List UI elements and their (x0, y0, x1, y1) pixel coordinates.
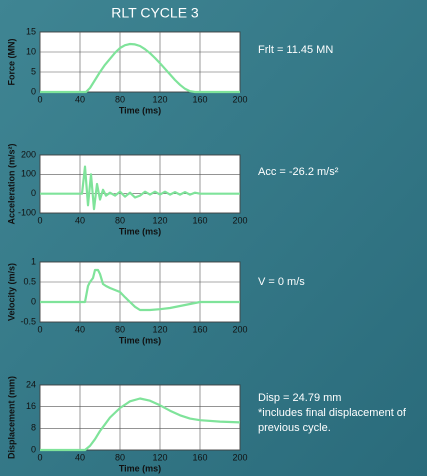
y-tick-label: 24 (26, 379, 36, 389)
y-tick-label: 0 (31, 296, 36, 306)
annotation: Acc = -26.2 m/s² (258, 166, 339, 178)
y-axis-label: Force (MN) (6, 38, 16, 85)
y-axis-label: Displacement (mm) (6, 376, 16, 459)
x-axis-label: Time (ms) (119, 226, 161, 236)
x-tick-label: 80 (115, 94, 125, 104)
annotation: *includes final displacement of (258, 407, 407, 419)
data-line (40, 268, 240, 312)
x-tick-label: 40 (75, 215, 85, 225)
x-tick-label: 120 (152, 324, 167, 334)
x-tick-label: 160 (192, 94, 207, 104)
x-tick-label: 200 (232, 94, 247, 104)
y-tick-label: 0 (31, 444, 36, 454)
x-tick-label: 0 (37, 324, 42, 334)
y-tick-label: 200 (21, 149, 36, 159)
plot-area (39, 154, 241, 214)
y-tick-label: 15 (26, 26, 36, 36)
x-tick-label: 40 (75, 452, 85, 462)
y-tick-label: 0.5 (23, 276, 36, 286)
x-tick-label: 160 (192, 324, 207, 334)
annotation: Disp = 24.79 mm (258, 392, 341, 404)
x-tick-label: 0 (37, 94, 42, 104)
data-line (40, 165, 240, 211)
y-tick-label: -100 (18, 207, 36, 217)
x-tick-label: 0 (37, 215, 42, 225)
x-tick-label: 120 (152, 452, 167, 462)
x-tick-label: 200 (232, 215, 247, 225)
x-axis-label: Time (ms) (119, 335, 161, 345)
x-tick-label: 80 (115, 452, 125, 462)
plot-area (39, 31, 241, 93)
y-tick-label: 0 (31, 86, 36, 96)
y-tick-label: 10 (26, 46, 36, 56)
x-tick-label: 120 (152, 94, 167, 104)
y-tick-label: 5 (31, 66, 36, 76)
x-axis-label: Time (ms) (119, 105, 161, 115)
slide-title: RLT CYCLE 3 (111, 5, 199, 21)
y-tick-label: -0.5 (20, 316, 36, 326)
annotation: V = 0 m/s (258, 276, 305, 288)
x-tick-label: 80 (115, 215, 125, 225)
x-tick-label: 40 (75, 94, 85, 104)
y-tick-label: 1 (31, 256, 36, 266)
y-tick-label: 100 (21, 169, 36, 179)
x-tick-label: 160 (192, 452, 207, 462)
x-axis-label: Time (ms) (119, 463, 161, 473)
x-tick-label: 120 (152, 215, 167, 225)
data-line (40, 397, 241, 452)
annotation: Frlt = 11.45 MN (258, 44, 333, 56)
y-tick-label: 8 (31, 423, 36, 433)
x-tick-label: 0 (37, 452, 42, 462)
y-tick-label: 16 (26, 401, 36, 411)
x-tick-label: 80 (115, 324, 125, 334)
x-tick-label: 160 (192, 215, 207, 225)
y-axis-label: Acceleration (m/s²) (6, 143, 16, 224)
x-tick-label: 200 (232, 452, 247, 462)
y-axis-label: Velocity (m/s) (6, 263, 16, 321)
x-tick-label: 40 (75, 324, 85, 334)
plot-area (39, 384, 241, 451)
annotation: previous cycle. (258, 422, 331, 434)
y-tick-label: 0 (31, 188, 36, 198)
x-tick-label: 200 (232, 324, 247, 334)
data-line (40, 42, 240, 94)
plot-area (39, 261, 241, 323)
